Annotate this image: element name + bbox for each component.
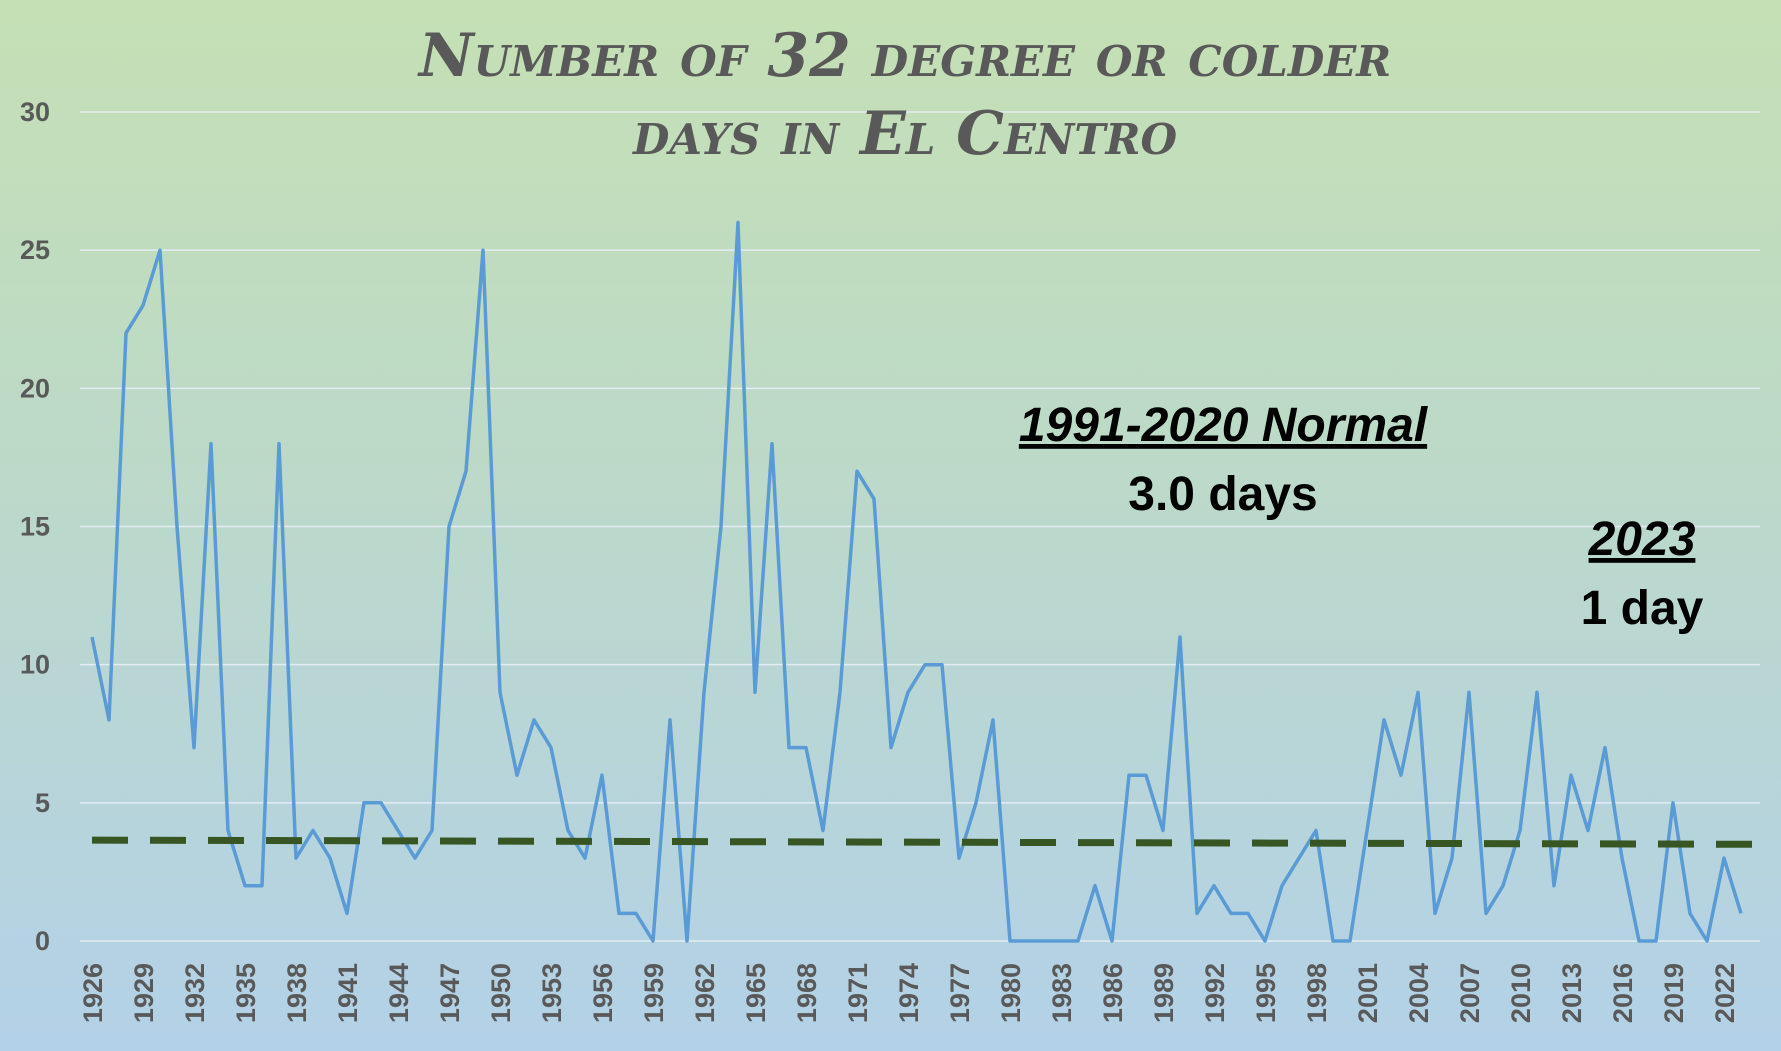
normal-annotation-value: 3.0 days — [1128, 468, 1317, 521]
x-tick-label: 1941 — [333, 963, 363, 1023]
x-tick-label: 1971 — [843, 963, 873, 1023]
x-tick-label: 1980 — [996, 963, 1026, 1023]
y-tick-label: 20 — [20, 373, 50, 403]
y-tick-label: 10 — [20, 650, 50, 680]
x-tick-label: 1974 — [894, 963, 924, 1023]
normal-annotation-heading: 1991-2020 Normal — [1019, 399, 1429, 452]
x-tick-label: 2001 — [1353, 963, 1383, 1023]
x-tick-label: 1989 — [1149, 963, 1179, 1023]
x-tick-label: 1944 — [384, 963, 414, 1023]
x-tick-label: 1998 — [1302, 963, 1332, 1023]
x-tick-label: 2004 — [1404, 963, 1434, 1023]
x-tick-label: 2010 — [1506, 963, 1536, 1023]
x-tick-label: 2007 — [1455, 963, 1485, 1023]
freeze-days-line — [90, 220, 1743, 943]
y-tick-label: 25 — [20, 235, 50, 265]
x-tick-label: 1932 — [180, 963, 210, 1023]
x-axis-ticks: 1926 1929 1932 1935 1938 1941 1944 1947 1950 1953… — [78, 963, 1740, 1023]
gridlines — [80, 111, 1760, 942]
x-tick-label: 1968 — [792, 963, 822, 1023]
y-tick-label: 0 — [35, 926, 50, 956]
year-annotation-value: 1 day — [1581, 582, 1704, 635]
x-tick-label: 1950 — [486, 963, 516, 1023]
x-tick-label: 1938 — [282, 963, 312, 1023]
x-tick-label: 1959 — [639, 963, 669, 1023]
x-tick-label: 1956 — [588, 963, 618, 1023]
x-tick-label: 2013 — [1557, 963, 1587, 1023]
x-tick-label: 1995 — [1251, 963, 1281, 1023]
x-tick-label: 1962 — [690, 963, 720, 1023]
x-tick-label: 1929 — [129, 963, 159, 1023]
x-tick-label: 2022 — [1710, 963, 1740, 1023]
x-tick-label: 1953 — [537, 963, 567, 1023]
x-tick-label: 2016 — [1608, 963, 1638, 1023]
series-layer — [90, 220, 1759, 943]
y-tick-label: 15 — [20, 512, 50, 542]
x-tick-label: 1977 — [945, 963, 975, 1023]
x-tick-label: 1926 — [78, 963, 108, 1023]
x-tick-label: 1983 — [1047, 963, 1077, 1023]
x-tick-label: 1992 — [1200, 963, 1230, 1023]
x-tick-label: 1935 — [231, 963, 261, 1023]
x-tick-label: 2019 — [1659, 963, 1689, 1023]
y-tick-label: 30 — [20, 97, 50, 127]
chart-title-line1: Number of 32 degree or colder — [417, 21, 1391, 91]
y-tick-label: 5 — [35, 788, 50, 818]
year-annotation-heading: 2023 — [1588, 513, 1696, 566]
x-tick-label: 1965 — [741, 963, 771, 1023]
normal-dashed-line — [91, 836, 1759, 848]
x-tick-label: 1986 — [1098, 963, 1128, 1023]
y-axis-ticks: 0 5 10 15 20 25 30 — [20, 97, 50, 956]
x-tick-label: 1947 — [435, 963, 465, 1023]
chart-title-line2: days in El Centro — [632, 99, 1178, 169]
